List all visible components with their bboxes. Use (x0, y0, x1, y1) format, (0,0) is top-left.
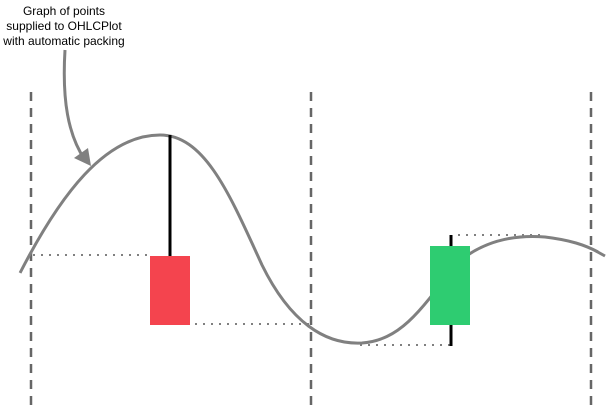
bearish-candle-body (150, 256, 190, 325)
guide-lines (33, 234, 545, 346)
arrow-head-icon (74, 148, 91, 166)
curve-tail-right (595, 249, 606, 258)
annotation-line-3: with automatic packing (2, 34, 124, 48)
annotation-arrow (62, 49, 87, 161)
annotation-line-2: supplied to OHLCPlot (6, 19, 122, 33)
bullish-candle-body (430, 246, 470, 325)
annotation-line-1: Graph of points (23, 4, 105, 18)
curve-tail-left (12, 271, 22, 285)
annotation-text: Graph of points supplied to OHLCPlot wit… (2, 4, 124, 48)
price-curve (18, 133, 599, 345)
